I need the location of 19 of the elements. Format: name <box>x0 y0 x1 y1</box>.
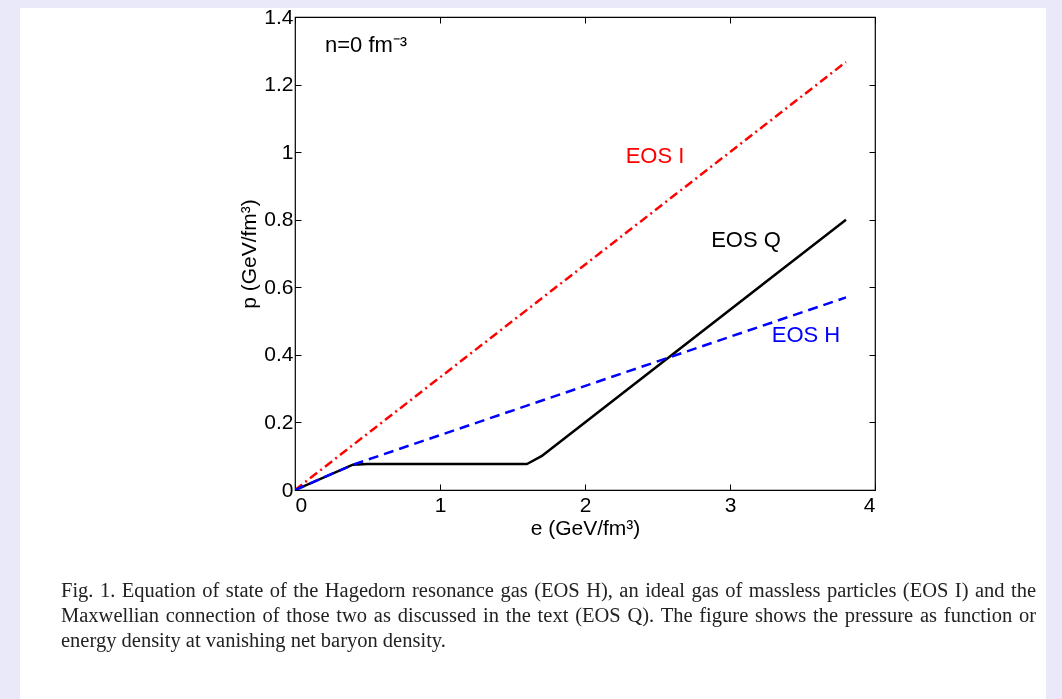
y-tick-label: 1.2 <box>264 72 294 96</box>
y-tick-label: 1 <box>281 139 294 163</box>
x-tick-label: 1 <box>434 492 447 516</box>
y-tick-label: 0.2 <box>264 409 294 433</box>
series-label: EOS Q <box>711 226 781 252</box>
y-tick-label: 1.4 <box>264 4 294 28</box>
y-axis-title: p (GeV/fm³) <box>237 199 261 309</box>
y-tick-label: 0.4 <box>264 342 294 366</box>
series-label: EOS H <box>771 322 841 348</box>
x-tick-label: 3 <box>724 492 737 516</box>
x-tick-label: 4 <box>863 492 876 516</box>
y-tick-label: 0.8 <box>264 207 294 231</box>
caption: Fig. 1. Equation of state of the Hagedorn resonance gas (EOS H), an ideal gas of massless particles (EOS I) and the Maxwellian connection of those two as discussed in the text (EOS Q). The figure shows the pressure as function or energy density at vanishing net baryon density. <box>61 578 1036 653</box>
x-axis-title: e (GeV/fm³) <box>530 515 641 539</box>
series-label: EOS I <box>625 142 685 168</box>
annotation: n=0 fm⁻³ <box>325 32 408 57</box>
y-tick-label: 0.6 <box>264 274 294 298</box>
y-tick-label: 0 <box>281 477 294 501</box>
x-tick-label: 2 <box>579 492 592 516</box>
